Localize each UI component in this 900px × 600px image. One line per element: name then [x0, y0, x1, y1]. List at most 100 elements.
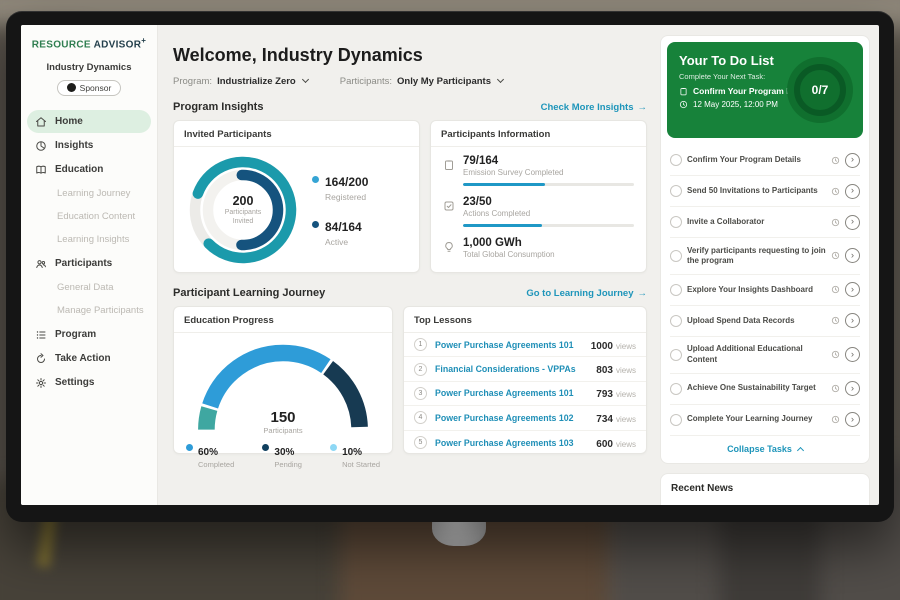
lesson-title-link[interactable]: Power Purchase Agreements 103: [435, 437, 574, 448]
legend-item-active: 84/164 Active: [312, 218, 368, 247]
task-checkbox[interactable]: [670, 382, 682, 395]
participants-filter[interactable]: Participants: Only My Participants: [340, 75, 505, 87]
legend-item-pending: 30% Pending: [262, 442, 302, 469]
legend-item-not-started: 10% Not Started: [330, 442, 380, 469]
top-lessons-card: Top Lessons 1 Power Purchase Agreements …: [403, 306, 647, 454]
brand-primary: RESOURCE: [31, 39, 91, 51]
lesson-title-link[interactable]: Power Purchase Agreements 101: [435, 339, 574, 350]
task-row[interactable]: Complete Your Learning Journey ›: [670, 405, 860, 436]
todo-next-task-label: Confirm Your Program Details: [693, 86, 815, 96]
invited-participants-card: Invited Participants 200: [173, 120, 420, 273]
task-checkbox[interactable]: [670, 185, 682, 197]
task-chevron-button[interactable]: ›: [845, 248, 860, 264]
stat-label: Total Global Consumption: [463, 250, 555, 259]
task-chevron-button[interactable]: ›: [845, 183, 860, 199]
sidebar-item-learning-journey[interactable]: Learning Journey: [27, 182, 151, 205]
task-checkbox[interactable]: [670, 348, 682, 361]
task-checkbox[interactable]: [670, 249, 682, 262]
sidebar-item-manage-participants[interactable]: Manage Participants: [27, 299, 151, 322]
sidebar-item-label: Participants: [55, 258, 113, 270]
task-row[interactable]: Confirm Your Program Details ›: [670, 145, 860, 176]
monitor-bezel: RESOURCE ADVISOR+ Industry Dynamics Spon…: [6, 11, 894, 522]
task-row[interactable]: Send 50 Invitations to Participants ›: [670, 176, 860, 207]
task-row[interactable]: Upload Additional Educational Content ›: [670, 337, 860, 374]
task-chevron-button[interactable]: ›: [845, 347, 860, 363]
task-clock-icon: [831, 351, 840, 359]
lesson-title-link[interactable]: Power Purchase Agreements 102: [435, 412, 574, 423]
todo-column: Your To Do List Complete Your Next Task:…: [659, 25, 879, 505]
lesson-views-label: views: [615, 366, 636, 376]
link-label: Check More Insights: [540, 101, 634, 113]
gear-icon: [36, 377, 46, 388]
task-clock-icon: [831, 317, 840, 325]
todo-subtitle: Complete Your Next Task:: [679, 72, 766, 81]
task-chevron-button[interactable]: ›: [845, 313, 860, 329]
go-to-learning-journey-link[interactable]: Go to Learning Journey →: [526, 288, 647, 299]
task-chevron-button[interactable]: ›: [845, 381, 860, 397]
learning-journey-heading: Participant Learning Journey: [173, 287, 326, 299]
lesson-rank-badge: 4: [414, 411, 427, 425]
lesson-row: 5 Power Purchase Agreements 103 600 views: [404, 431, 646, 455]
sidebar-item-learning-insights[interactable]: Learning Insights: [27, 228, 151, 251]
clipboard-icon: [680, 87, 687, 95]
check-more-insights-link[interactable]: Check More Insights →: [541, 102, 647, 113]
lesson-title-link[interactable]: Financial Considerations - VPPAs: [435, 364, 576, 375]
task-chevron-button[interactable]: ›: [845, 152, 860, 168]
sidebar-item-home[interactable]: Home: [27, 110, 151, 134]
legend-label: Active: [325, 237, 349, 247]
gauge-legend: 60% Completed 30% Pending 10%: [174, 442, 392, 469]
sidebar-item-take-action[interactable]: Take Action: [27, 347, 151, 370]
legend-value: 30%: [274, 447, 295, 458]
organization-name: Industry Dynamics: [46, 62, 132, 74]
task-row[interactable]: Upload Spend Data Records ›: [670, 306, 860, 337]
task-chevron-button[interactable]: ›: [845, 412, 860, 428]
task-checkbox[interactable]: [670, 314, 682, 327]
todo-due-label: 12 May 2025, 12:00 PM: [693, 100, 778, 109]
legend-label: Registered: [325, 192, 367, 202]
task-checkbox[interactable]: [670, 216, 682, 228]
chevron-right-icon: ›: [850, 348, 855, 360]
sidebar: RESOURCE ADVISOR+ Industry Dynamics Spon…: [21, 25, 158, 505]
legend-label: Completed: [198, 460, 235, 469]
sidebar-item-education-content[interactable]: Education Content: [27, 205, 151, 228]
education-progress-gauge-chart: 150 Participants: [190, 341, 376, 437]
task-clock-icon: [831, 286, 840, 294]
sidebar-nav: Home Insights Education Learning Journey…: [21, 110, 157, 394]
program-filter[interactable]: Program: Industrialize Zero: [173, 75, 309, 87]
card-title: Top Lessons: [404, 307, 646, 333]
gauge-center-value: 150: [270, 409, 296, 426]
lesson-views-label: views: [615, 341, 636, 351]
task-label: Complete Your Learning Journey: [687, 414, 813, 424]
task-row[interactable]: Achieve One Sustainability Target ›: [670, 374, 860, 405]
task-checkbox[interactable]: [670, 413, 682, 426]
lesson-title-link[interactable]: Power Purchase Agreements 101: [435, 388, 574, 399]
stat-actions-completed: 23/50 Actions Completed: [431, 188, 646, 229]
task-checkbox[interactable]: [670, 154, 682, 166]
task-row[interactable]: Verify participants requesting to join t…: [670, 238, 860, 275]
task-chevron-button[interactable]: ›: [845, 282, 860, 298]
donut-center-label: Participants Invited: [224, 208, 262, 225]
education-progress-card: Education Progress 150 Participants: [173, 306, 393, 469]
chevron-right-icon: ›: [850, 284, 855, 296]
task-checkbox[interactable]: [670, 283, 682, 296]
sidebar-item-settings[interactable]: Settings: [27, 371, 151, 394]
lesson-rank-badge: 3: [414, 386, 427, 400]
sidebar-item-participants[interactable]: Participants: [27, 252, 151, 275]
task-clock-icon: [831, 384, 840, 393]
legend-label: Pending: [274, 460, 302, 469]
lesson-rank-badge: 5: [414, 436, 427, 450]
task-row[interactable]: Explore Your Insights Dashboard ›: [670, 275, 860, 306]
task-row[interactable]: Invite a Collaborator ›: [670, 207, 860, 238]
task-chevron-button[interactable]: ›: [845, 214, 860, 230]
sidebar-item-general-data[interactable]: General Data: [27, 276, 151, 299]
legend-dot: [312, 176, 319, 183]
progress-fill: [463, 224, 542, 227]
arrow-right-icon: →: [637, 287, 648, 299]
sidebar-item-insights[interactable]: Insights: [27, 134, 151, 157]
sidebar-item-education[interactable]: Education: [27, 158, 151, 181]
sidebar-item-label: Take Action: [55, 353, 111, 365]
collapse-tasks-link[interactable]: Collapse Tasks: [661, 436, 869, 463]
sidebar-item-program[interactable]: Program: [27, 323, 151, 346]
program-filter-label: Program:: [173, 76, 213, 87]
link-label: Go to Learning Journey: [526, 287, 634, 299]
